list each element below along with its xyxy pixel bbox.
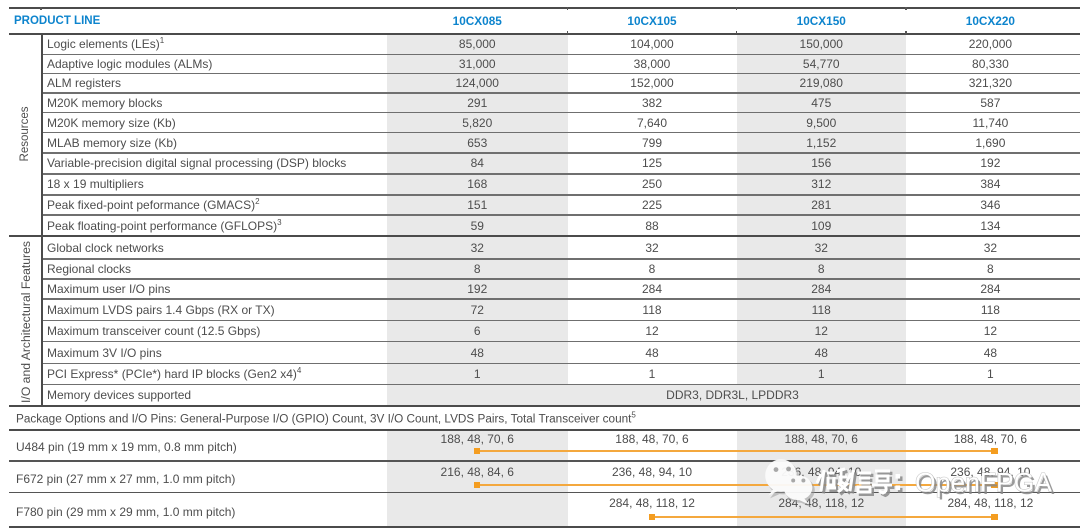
svg-text:OpenFPGA: OpenFPGA <box>917 470 1054 500</box>
svg-text:OpenFPGA: OpenFPGA <box>915 468 1052 498</box>
svg-text:OpenFPGA: OpenFPGA <box>915 468 1052 498</box>
